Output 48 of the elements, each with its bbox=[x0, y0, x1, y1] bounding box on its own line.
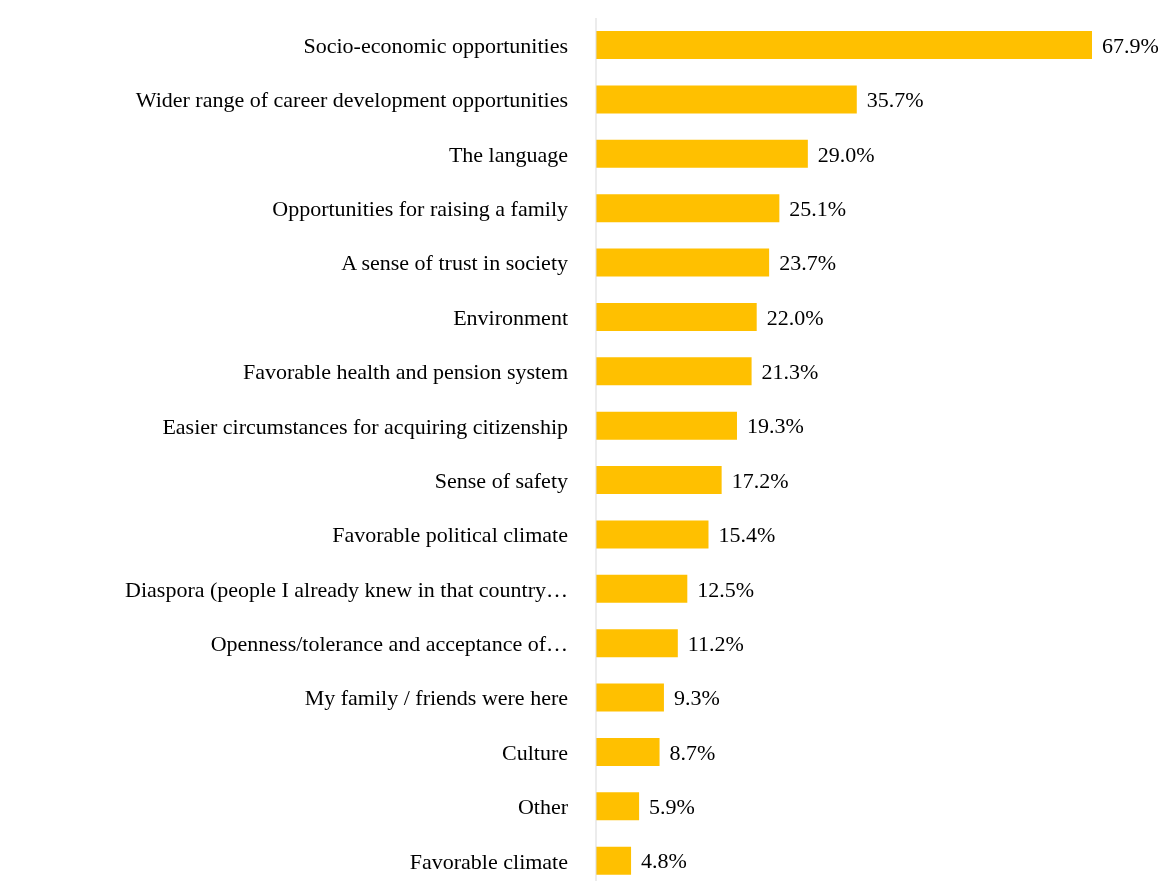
data-label: 8.7% bbox=[669, 739, 716, 765]
y-tick-label: Wider range of career development opportunities bbox=[135, 87, 568, 113]
bar bbox=[596, 31, 1092, 59]
data-label: 35.7% bbox=[866, 87, 924, 113]
bar bbox=[596, 194, 780, 223]
data-label: 4.8% bbox=[641, 848, 687, 874]
y-tick-label: My family / friends were here bbox=[304, 685, 568, 711]
data-label: 25.1% bbox=[789, 195, 847, 221]
data-label: 19.3% bbox=[746, 413, 804, 439]
y-tick-label: Opportunities for raising a family bbox=[272, 196, 568, 222]
y-tick-label: Socio-economic opportunities bbox=[303, 33, 568, 58]
bar bbox=[596, 683, 664, 712]
y-tick-label: The language bbox=[448, 141, 568, 167]
data-label: 29.0% bbox=[817, 141, 875, 167]
y-tick-label: Sense of safety bbox=[434, 468, 568, 493]
data-label: 12.5% bbox=[697, 576, 755, 602]
y-tick-label: Favorable political climate bbox=[332, 522, 568, 548]
bar bbox=[596, 846, 632, 875]
data-label: 15.4% bbox=[718, 522, 776, 548]
bar bbox=[596, 574, 688, 603]
y-tick-label: Other bbox=[517, 794, 569, 820]
bar bbox=[596, 466, 722, 494]
y-tick-label: Favorable climate bbox=[409, 848, 568, 874]
bar bbox=[596, 248, 770, 277]
y-tick-label: A sense of trust in society bbox=[341, 250, 568, 276]
data-label: 11.2% bbox=[687, 630, 744, 656]
y-tick-label: Environment bbox=[453, 304, 568, 330]
data-label: 17.2% bbox=[731, 467, 789, 493]
y-tick-label: Culture bbox=[502, 739, 568, 765]
data-label: 5.9% bbox=[649, 794, 695, 820]
bar bbox=[596, 792, 640, 821]
data-label: 23.7% bbox=[779, 250, 836, 276]
bar bbox=[596, 629, 678, 658]
bar bbox=[596, 302, 757, 331]
data-label: 22.0% bbox=[766, 304, 824, 330]
data-label: 67.9% bbox=[1102, 32, 1159, 58]
bar bbox=[596, 85, 857, 114]
y-tick-label: Easier circumstances for acquiring citizenship bbox=[162, 413, 568, 439]
y-tick-label: Favorable health and pension system bbox=[242, 359, 568, 385]
bar bbox=[596, 520, 709, 549]
data-label: 21.3% bbox=[761, 359, 819, 385]
bar bbox=[596, 737, 660, 766]
bar bbox=[596, 139, 808, 168]
y-tick-label: Diaspora (people I already knew in that country… bbox=[125, 576, 568, 602]
y-tick-label: Openness/tolerance and acceptance of… bbox=[210, 631, 568, 657]
data-label: 9.3% bbox=[673, 685, 720, 711]
bar bbox=[596, 411, 737, 440]
bar bbox=[596, 357, 752, 386]
